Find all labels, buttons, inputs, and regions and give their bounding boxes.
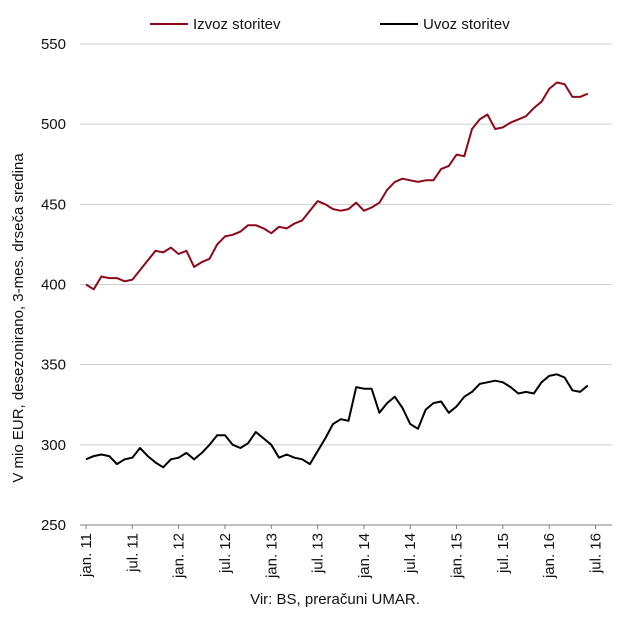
y-tick-label: 500 [41, 116, 66, 133]
y-tick-label: 350 [41, 357, 66, 374]
series-lines [85, 81, 589, 469]
x-tick-label: jan. 12 [171, 533, 188, 579]
x-tick-labels: jan. 11 jul. 11 jan. 12 jul. 12 jan. 13 jul. … [78, 525, 605, 579]
legend: Izvoz storitev Uvoz storitev [150, 16, 510, 33]
y-tick-label: 300 [41, 437, 66, 454]
y-axis-title: V mio EUR, desezonirano, 3-mes. drseča s… [10, 153, 27, 483]
y-tick-labels: 250 300 350 400 450 500 550 [41, 36, 66, 534]
x-tick-label: jan. 14 [356, 533, 373, 579]
series-line-izvoz [85, 81, 589, 291]
x-tick-label: jan. 13 [263, 533, 280, 579]
x-tick-label: jul. 11 [124, 533, 141, 573]
y-tick-label: 450 [41, 196, 66, 213]
x-tick-label: jan. 15 [449, 533, 466, 579]
x-tick-label: jul. 16 [588, 533, 605, 574]
y-tick-label: 550 [41, 36, 66, 53]
x-tick-label: jul. 12 [217, 533, 234, 574]
x-tick-label: jul. 13 [310, 533, 327, 574]
gridlines [80, 43, 612, 446]
series-line-uvoz [85, 373, 589, 469]
legend-label-izvoz: Izvoz storitev [193, 16, 281, 33]
y-tick-label: 400 [41, 277, 66, 294]
x-tick-label: jan. 16 [541, 533, 558, 579]
x-tick-label: jul. 14 [402, 533, 419, 574]
source-note: Vir: BS, preračuni UMAR. [250, 591, 420, 608]
y-tick-label: 250 [41, 517, 66, 534]
x-tick-label: jan. 11 [78, 533, 95, 578]
legend-label-uvoz: Uvoz storitev [423, 16, 510, 33]
x-tick-label: jul. 15 [495, 533, 512, 574]
